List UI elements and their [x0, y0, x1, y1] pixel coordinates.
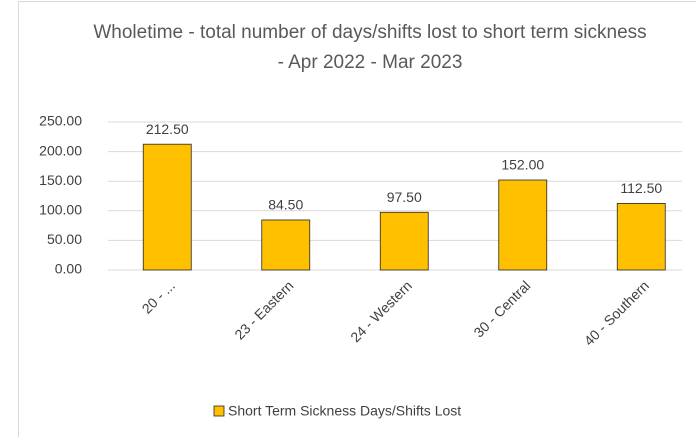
x-tick-label: 23 - Eastern	[231, 277, 296, 342]
x-tick-label: 40 - Southern	[581, 277, 652, 348]
data-label: 112.50	[620, 180, 662, 196]
data-label: 152.00	[501, 157, 544, 173]
chart-border	[18, 1, 696, 437]
y-tick-label: 0.00	[55, 261, 82, 277]
y-tick-label: 150.00	[39, 172, 82, 188]
legend-label: Short Term Sickness Days/Shifts Lost	[228, 403, 461, 419]
bar	[261, 219, 311, 271]
x-tick-label: 24 - Western	[347, 277, 415, 345]
bar	[379, 211, 429, 271]
y-tick-label: 50.00	[47, 231, 82, 247]
bar	[498, 179, 548, 271]
x-tick-label: 20 - ...	[139, 277, 178, 316]
bar	[616, 202, 666, 271]
y-tick-label: 200.00	[39, 142, 82, 158]
data-label: 84.50	[268, 197, 303, 213]
data-label: 212.50	[146, 121, 189, 137]
x-tick-label: 30 - Central	[470, 277, 533, 340]
bar	[142, 143, 192, 271]
y-tick-label: 250.00	[39, 113, 82, 129]
chart-title: Wholetime - total number of days/shifts …	[93, 22, 647, 73]
data-label: 97.50	[387, 189, 422, 205]
legend-swatch	[213, 405, 225, 417]
y-tick-label: 100.00	[39, 202, 82, 218]
